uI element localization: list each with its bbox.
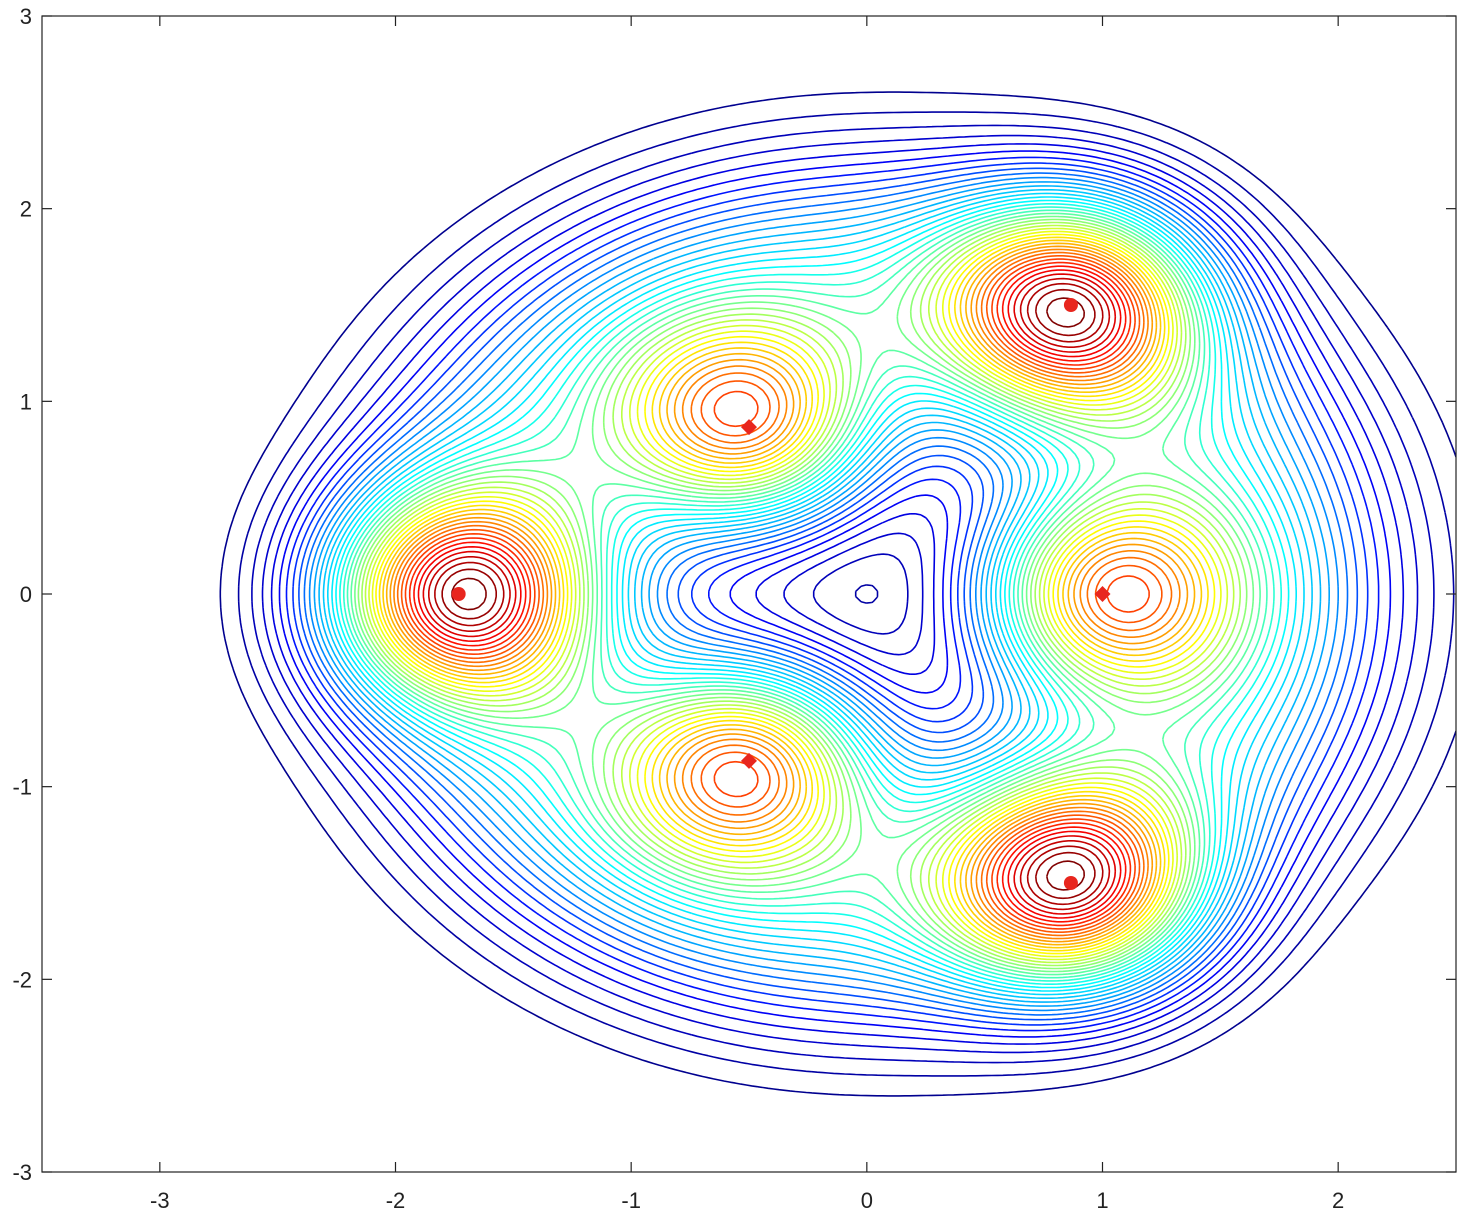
x-tick-label: 2 [1332, 1188, 1344, 1213]
contour-line [408, 261, 1132, 927]
saddle-marker [1094, 586, 1111, 602]
contour-line [451, 297, 1085, 891]
contour-line [331, 196, 1297, 992]
y-tick-label: 0 [20, 582, 32, 607]
contour-line [417, 269, 1122, 919]
y-tick-label: -2 [12, 967, 32, 992]
saddle-marker [741, 419, 757, 436]
contour-line [382, 239, 1203, 949]
contour-line [285, 156, 1380, 1032]
contour-line [385, 242, 1196, 946]
contour-line [357, 218, 1248, 970]
y-tick-label: 2 [20, 197, 32, 222]
x-tick-label: -2 [386, 1188, 406, 1213]
contour-line [413, 265, 1127, 923]
contour-line [364, 224, 1235, 964]
axis-ticks: -3 -2 -1 0 1 2 -3 -2 -1 0 1 2 3 [12, 4, 1456, 1213]
contour-line [219, 91, 1456, 1097]
contour-line [251, 124, 1435, 1064]
contour-line [322, 189, 1313, 999]
x-tick-label: -1 [621, 1188, 641, 1213]
contour-line [292, 162, 1369, 1026]
contour-line [308, 176, 1339, 1012]
y-tick-label: -3 [12, 1160, 32, 1185]
contour-line [389, 245, 1189, 943]
contour-line [339, 203, 1282, 985]
maximum-marker [1063, 298, 1078, 312]
contour-line [261, 134, 1419, 1054]
contour-line [354, 215, 1255, 973]
saddle-marker [741, 752, 757, 769]
contour-line [313, 181, 1330, 1007]
contour-line [350, 212, 1261, 976]
contour-line [361, 221, 1241, 967]
contour-line [371, 230, 1222, 958]
contour-line [346, 209, 1268, 979]
contour-line [303, 172, 1349, 1016]
contour-line [368, 227, 1229, 961]
contour-line [375, 233, 1216, 955]
contour-lines [219, 91, 1456, 1097]
contour-line [434, 282, 1104, 906]
contour-line [396, 251, 1173, 937]
contour-line [270, 143, 1405, 1045]
contour-line [378, 236, 1209, 952]
y-tick-label: 1 [20, 389, 32, 414]
maximum-marker [451, 587, 466, 601]
contour-line [278, 150, 1392, 1038]
y-tick-label: 3 [20, 4, 32, 29]
maximum-marker [1063, 876, 1078, 890]
contour-line [428, 277, 1111, 911]
critical-point-markers [451, 298, 1111, 890]
contour-line [237, 111, 1455, 1077]
x-tick-label: -3 [150, 1188, 170, 1213]
contour-line [298, 167, 1359, 1021]
contour-line [343, 206, 1275, 982]
y-tick-label: -1 [12, 775, 32, 800]
contour-line [327, 192, 1305, 996]
contour-line [422, 273, 1117, 915]
contour-line [393, 248, 1181, 940]
x-tick-label: 0 [861, 1188, 873, 1213]
contour-line [335, 199, 1290, 989]
contour-line [441, 288, 1096, 900]
contour-line [318, 185, 1322, 1003]
x-tick-label: 1 [1096, 1188, 1108, 1213]
